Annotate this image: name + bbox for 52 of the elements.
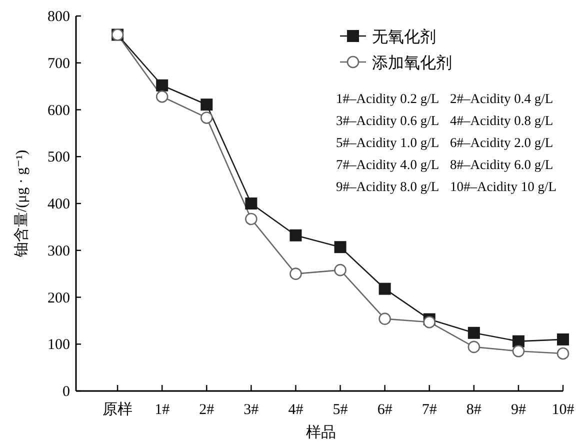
annotation: 4#–Acidity 0.8 g/L (450, 113, 554, 128)
x-tick-label: 6# (377, 402, 393, 418)
point (468, 326, 480, 339)
point (200, 98, 213, 111)
x-tick-label: 原样 (102, 401, 133, 418)
point (290, 268, 302, 280)
y-tick-label: 700 (48, 56, 70, 72)
y-tick-label: 100 (48, 337, 70, 354)
annotation: 5#–Acidity 1.0 g/L (336, 135, 440, 150)
y-tick-label: 500 (48, 150, 70, 166)
point (557, 333, 569, 346)
x-tick-label: 1# (154, 402, 170, 418)
x-tick-label: 8# (466, 402, 482, 418)
x-axis-title: 样品 (306, 424, 336, 441)
point (334, 264, 346, 276)
y-tick-label: 0 (62, 384, 70, 400)
y-axis-title: 铀含量/(μg · g⁻¹) (13, 150, 30, 258)
annotation: 2#–Acidity 0.4 g/L (450, 91, 554, 106)
point (512, 345, 525, 358)
y-tick-label: 400 (48, 196, 70, 212)
x-tick-label: 9# (510, 402, 526, 418)
x-tick-label: 5# (332, 402, 348, 418)
point (334, 241, 346, 254)
point (423, 316, 436, 328)
point (245, 212, 258, 226)
annotation: 10#–Acidity 10 g/L (450, 179, 556, 194)
legend-label: 无氧化剂 (372, 28, 436, 46)
point (156, 90, 168, 103)
annotation: 8#–Acidity 6.0 g/L (450, 157, 554, 172)
x-tick-label: 10# (552, 402, 575, 418)
x-tick-label: 4# (288, 402, 304, 418)
annotation: 6#–Acidity 2.0 g/L (450, 135, 554, 150)
annotation: 7#–Acidity 4.0 g/L (336, 157, 440, 172)
y-tick-label: 600 (48, 102, 70, 119)
annotation: 9#–Acidity 8.0 g/L (336, 179, 440, 194)
x-tick-label: 2# (199, 402, 215, 418)
x-tick-label: 7# (422, 402, 438, 418)
legend-label: 添加氧化剂 (372, 54, 452, 72)
point (378, 282, 391, 295)
y-tick-label: 800 (48, 9, 70, 25)
y-tick-label: 300 (48, 243, 70, 260)
point (468, 340, 480, 354)
point (378, 312, 391, 325)
y-tick-label: 200 (48, 290, 70, 306)
annotation: 3#–Acidity 0.6 g/L (336, 113, 440, 128)
point (200, 112, 213, 124)
point (290, 229, 302, 242)
annotation: 1#–Acidity 0.2 g/L (336, 91, 440, 106)
point (245, 198, 258, 210)
point (556, 347, 570, 360)
x-tick-label: 3# (244, 402, 260, 418)
point (156, 79, 168, 92)
